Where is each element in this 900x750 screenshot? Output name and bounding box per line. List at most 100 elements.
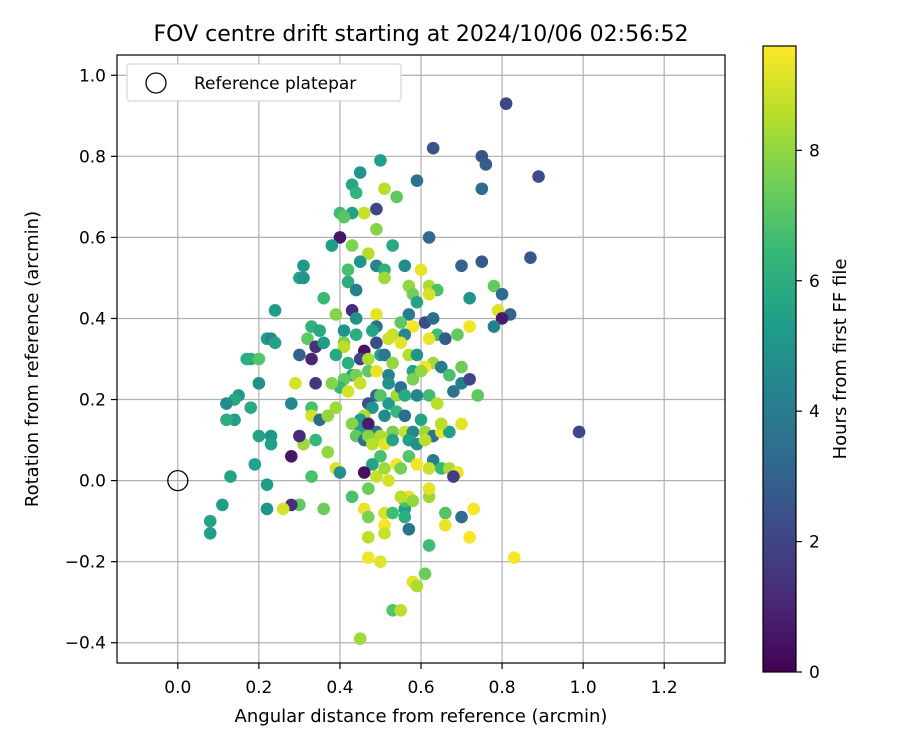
- data-point: [378, 271, 391, 285]
- data-point: [329, 401, 343, 414]
- data-point: [422, 287, 436, 301]
- data-point: [410, 348, 424, 362]
- data-point: [268, 336, 282, 350]
- data-point: [325, 239, 339, 252]
- data-point: [244, 401, 258, 414]
- data-point: [366, 437, 379, 451]
- data-point: [382, 474, 395, 487]
- data-point: [422, 539, 436, 552]
- colorbar-ticks: 0 2 4 6 8: [796, 141, 820, 683]
- data-point: [341, 275, 355, 289]
- y-tick-label: −0.2: [65, 553, 106, 573]
- data-point: [426, 312, 440, 325]
- data-point: [362, 482, 375, 496]
- data-point: [422, 389, 436, 402]
- colorbar-label: Hours from first FF file: [830, 259, 851, 460]
- data-point: [370, 308, 383, 321]
- data-point: [418, 567, 432, 581]
- colorbar-tick-label: 6: [809, 272, 820, 292]
- data-point: [341, 385, 355, 398]
- data-point: [398, 409, 412, 423]
- data-point: [362, 531, 375, 544]
- data-point: [495, 312, 509, 325]
- data-point: [487, 320, 501, 333]
- data-point: [329, 308, 343, 321]
- grid-lines: [117, 55, 725, 663]
- colorbar-tick-label: 8: [809, 141, 820, 161]
- data-point: [402, 308, 416, 321]
- data-point: [289, 377, 302, 390]
- colorbar-tick-label: 4: [809, 402, 820, 422]
- data-point: [378, 409, 391, 423]
- y-tick-label: 0.2: [79, 391, 106, 411]
- data-point: [366, 401, 379, 414]
- y-tick-label: 1.0: [79, 66, 106, 86]
- data-point: [345, 490, 359, 504]
- data-point: [479, 158, 493, 171]
- data-point: [471, 389, 485, 402]
- data-point: [349, 283, 363, 297]
- chart-title: FOV centre drift starting at 2024/10/06 …: [154, 22, 689, 47]
- data-point: [410, 295, 424, 309]
- data-point: [362, 352, 375, 366]
- reference-marker: [167, 469, 189, 492]
- data-point: [487, 279, 501, 293]
- data-point: [345, 417, 359, 431]
- data-point: [370, 202, 383, 216]
- data-point: [463, 291, 476, 305]
- data-point: [293, 429, 306, 443]
- data-point: [321, 445, 335, 459]
- data-point: [297, 271, 310, 285]
- data-point: [426, 141, 440, 155]
- data-point: [366, 324, 379, 337]
- data-point: [430, 397, 444, 410]
- data-point: [410, 174, 424, 187]
- data-point: [463, 320, 476, 333]
- data-point: [317, 502, 331, 516]
- data-point: [224, 470, 237, 483]
- data-point: [532, 170, 545, 183]
- data-point: [357, 466, 371, 479]
- data-point: [467, 502, 480, 516]
- data-point: [463, 531, 476, 544]
- data-point: [370, 364, 383, 378]
- data-point: [337, 340, 351, 354]
- data-point: [309, 433, 322, 447]
- colorbar-tick-label: 2: [809, 533, 820, 553]
- data-point: [382, 397, 395, 410]
- data-point: [341, 263, 355, 277]
- data-point: [362, 551, 375, 564]
- x-tick-label: 1.0: [570, 678, 597, 698]
- data-point: [297, 259, 310, 273]
- data-point: [386, 356, 399, 370]
- data-point: [284, 397, 298, 410]
- x-tick-label: 0.4: [326, 678, 353, 698]
- y-tick-label: −0.4: [65, 634, 106, 654]
- x-axis-ticks: 0.0 0.2 0.4 0.6 0.8 1.0 1.2: [164, 663, 678, 698]
- data-point: [447, 470, 460, 483]
- data-point: [370, 336, 383, 350]
- data-point: [443, 425, 456, 439]
- data-point: [301, 332, 314, 346]
- data-point: [378, 182, 391, 196]
- data-point: [252, 377, 266, 390]
- y-tick-label: 0.4: [79, 309, 106, 329]
- data-point: [216, 498, 229, 512]
- data-point: [374, 389, 387, 402]
- data-point: [260, 502, 274, 516]
- data-point: [362, 247, 375, 260]
- data-point: [378, 526, 391, 540]
- x-tick-label: 1.2: [651, 678, 678, 698]
- data-point: [414, 413, 428, 427]
- data-point: [337, 210, 351, 224]
- data-point: [406, 320, 420, 333]
- data-point: [337, 324, 351, 337]
- colorbar: [762, 45, 797, 673]
- data-point: [439, 332, 452, 346]
- data-point: [284, 449, 298, 463]
- data-point: [507, 551, 521, 564]
- y-tick-label: 0.8: [79, 147, 106, 167]
- data-point: [317, 291, 331, 305]
- data-point: [443, 368, 456, 382]
